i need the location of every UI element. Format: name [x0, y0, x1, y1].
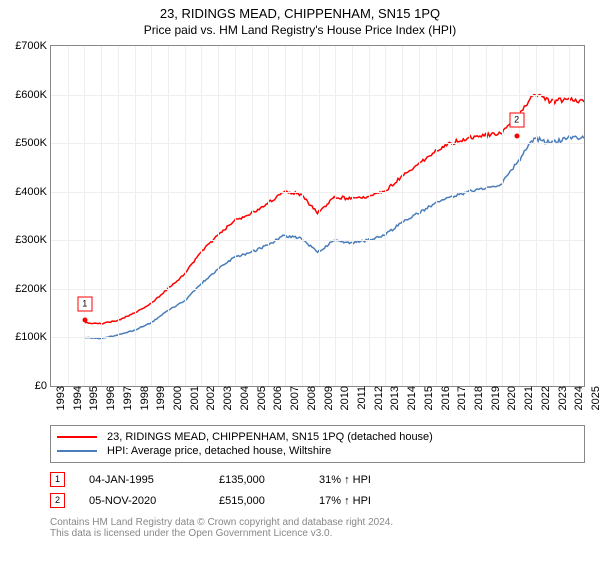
transaction-pct: 31% ↑ HPI: [319, 474, 371, 486]
x-axis-label: 2019: [486, 386, 502, 410]
x-axis-label: 2023: [553, 386, 569, 410]
legend-item: 23, RIDINGS MEAD, CHIPPENHAM, SN15 1PQ (…: [57, 430, 578, 444]
x-axis-label: 2013: [385, 386, 401, 410]
x-axis-label: 2025: [586, 386, 600, 410]
x-axis-label: 2001: [185, 386, 201, 410]
y-axis-label: £300K: [15, 234, 51, 246]
legend-swatch: [57, 450, 97, 452]
x-axis-label: 2010: [335, 386, 351, 410]
chart-title: 23, RIDINGS MEAD, CHIPPENHAM, SN15 1PQ: [0, 6, 600, 21]
marker-label: 2: [509, 112, 524, 127]
x-axis-label: 2015: [419, 386, 435, 410]
x-axis-label: 1999: [151, 386, 167, 410]
legend-swatch: [57, 436, 97, 438]
y-axis-label: £600K: [15, 89, 51, 101]
legend-text: HPI: Average price, detached house, Wilt…: [107, 445, 331, 457]
x-axis-label: 2012: [369, 386, 385, 410]
x-axis-label: 2021: [519, 386, 535, 410]
x-axis-label: 1996: [101, 386, 117, 410]
x-axis-label: 2011: [352, 386, 368, 410]
x-axis-label: 2005: [252, 386, 268, 410]
y-axis-label: £400K: [15, 186, 51, 198]
y-axis-label: £0: [35, 380, 51, 392]
attribution-line-2: This data is licensed under the Open Gov…: [50, 528, 585, 539]
series-line: [84, 136, 584, 338]
marker-label: 1: [77, 297, 92, 312]
x-axis-label: 1997: [118, 386, 134, 410]
transaction-price: £135,000: [219, 474, 319, 486]
x-axis-label: 2022: [536, 386, 552, 410]
x-axis-label: 2017: [452, 386, 468, 410]
transaction-row: 2 05-NOV-2020£515,00017% ↑ HPI: [50, 490, 585, 511]
chart-lines: [51, 46, 584, 386]
x-axis-label: 1993: [51, 386, 67, 410]
x-axis-label: 2003: [218, 386, 234, 410]
legend-text: 23, RIDINGS MEAD, CHIPPENHAM, SN15 1PQ (…: [107, 431, 433, 443]
transaction-marker: 1: [50, 472, 65, 487]
x-axis-label: 1994: [68, 386, 84, 410]
y-axis-label: £100K: [15, 331, 51, 343]
y-axis-label: £200K: [15, 283, 51, 295]
marker-dot: [82, 318, 87, 323]
transaction-price: £515,000: [219, 495, 319, 507]
x-axis-label: 2008: [302, 386, 318, 410]
x-axis-label: 2024: [569, 386, 585, 410]
x-axis-label: 2000: [168, 386, 184, 410]
chart-subtitle: Price paid vs. HM Land Registry's House …: [0, 23, 600, 37]
transactions-table: 1 04-JAN-1995£135,00031% ↑ HPI 2 05-NOV-202…: [50, 469, 585, 511]
y-axis-label: £500K: [15, 137, 51, 149]
attribution: Contains HM Land Registry data © Crown c…: [50, 517, 585, 539]
x-axis-label: 2002: [201, 386, 217, 410]
transaction-pct: 17% ↑ HPI: [319, 495, 371, 507]
x-axis-label: 2016: [436, 386, 452, 410]
transaction-row: 1 04-JAN-1995£135,00031% ↑ HPI: [50, 469, 585, 490]
x-axis-label: 1998: [135, 386, 151, 410]
transaction-marker: 2: [50, 493, 65, 508]
x-axis-label: 2014: [402, 386, 418, 410]
x-axis-label: 2020: [502, 386, 518, 410]
x-axis-label: 2004: [235, 386, 251, 410]
x-axis-label: 2007: [285, 386, 301, 410]
x-axis-label: 2009: [319, 386, 335, 410]
chart-plot-area: £0£100K£200K£300K£400K£500K£600K£700K199…: [50, 45, 585, 387]
x-axis-label: 1995: [84, 386, 100, 410]
marker-dot: [514, 133, 519, 138]
legend-item: HPI: Average price, detached house, Wilt…: [57, 444, 578, 458]
attribution-line-1: Contains HM Land Registry data © Crown c…: [50, 517, 585, 528]
transaction-date: 05-NOV-2020: [89, 495, 219, 507]
y-axis-label: £700K: [15, 40, 51, 52]
x-axis-label: 2018: [469, 386, 485, 410]
legend: 23, RIDINGS MEAD, CHIPPENHAM, SN15 1PQ (…: [50, 425, 585, 463]
transaction-date: 04-JAN-1995: [89, 474, 219, 486]
x-axis-label: 2006: [268, 386, 284, 410]
